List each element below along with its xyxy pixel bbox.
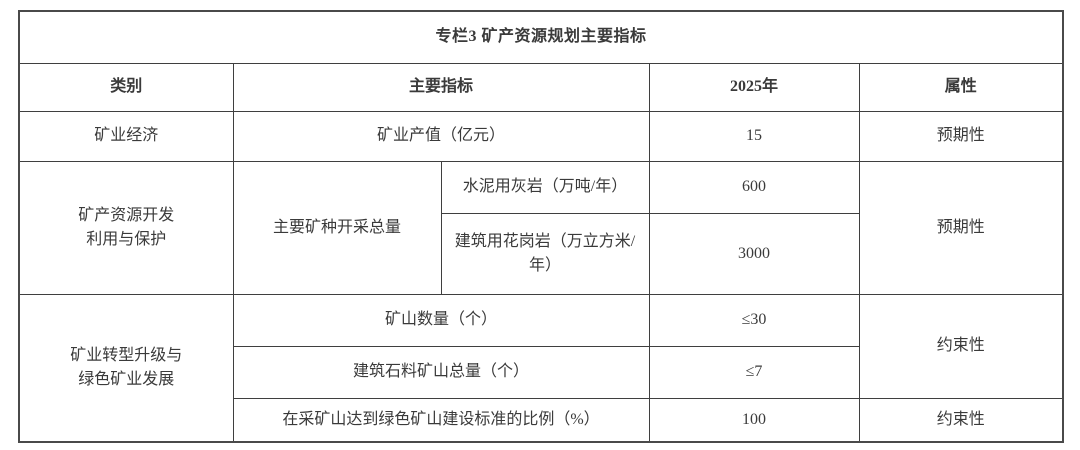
cell-attr-constraint-bottom: 约束性 bbox=[858, 397, 1064, 443]
cell-category-development-protection: 矿产资源开发 利用与保护 bbox=[18, 160, 234, 295]
cell-value-green-mine-ratio: 100 bbox=[648, 397, 860, 443]
cell-indicator-construction-granite: 建筑用花岗岩（万立方米/ 年） bbox=[440, 212, 650, 295]
header-indicator: 主要指标 bbox=[232, 62, 650, 112]
header-category: 类别 bbox=[18, 62, 234, 112]
cell-attr-constraint-top: 约束性 bbox=[858, 293, 1064, 399]
indicators-table: 专栏3 矿产资源规划主要指标 类别 主要指标 2025年 属性 矿业经济 矿业产… bbox=[18, 10, 1065, 443]
cell-indicator-green-mine-ratio: 在采矿山达到绿色矿山建设标准的比例（%） bbox=[232, 397, 650, 443]
title-row: 专栏3 矿产资源规划主要指标 bbox=[18, 10, 1064, 64]
cell-indicator-stone-mine-total: 建筑石料矿山总量（个） bbox=[232, 345, 650, 399]
cell-category-transformation-green: 矿业转型升级与 绿色矿业发展 bbox=[18, 293, 234, 443]
header-attribute: 属性 bbox=[858, 62, 1064, 112]
row-granite: 建筑用花岗岩（万立方米/ 年） 3000 bbox=[19, 212, 1063, 295]
row-limestone: 矿产资源开发 利用与保护 主要矿种开采总量 水泥用灰岩（万吨/年） 600 预期… bbox=[18, 160, 1064, 295]
row-mining-economy: 矿业经济 矿业产值（亿元） 15 预期性 bbox=[18, 110, 1064, 162]
row-stone-mine-total: 建筑石料矿山总量（个） ≤7 bbox=[19, 345, 1063, 399]
row-mine-count: 矿业转型升级与 绿色矿业发展 矿山数量（个） ≤30 约束性 bbox=[18, 293, 1064, 443]
row-green-mine-ratio: 在采矿山达到绿色矿山建设标准的比例（%） 100 约束性 bbox=[19, 397, 1064, 443]
cell-attr-mining-economy: 预期性 bbox=[858, 110, 1064, 162]
cell-indicator-group-extraction-total: 主要矿种开采总量 bbox=[232, 160, 442, 295]
header-row: 类别 主要指标 2025年 属性 bbox=[18, 62, 1064, 112]
cell-category-mining-economy: 矿业经济 bbox=[18, 110, 234, 162]
cell-value-construction-granite: 3000 bbox=[648, 212, 860, 295]
cell-indicator-mining-output: 矿业产值（亿元） bbox=[232, 110, 650, 162]
cell-value-stone-mine-total: ≤7 bbox=[648, 345, 860, 399]
cell-attr-development-protection: 预期性 bbox=[858, 160, 1064, 295]
cell-indicator-mine-count: 矿山数量（个） bbox=[232, 293, 650, 347]
table-title: 专栏3 矿产资源规划主要指标 bbox=[18, 10, 1064, 64]
header-year-2025: 2025年 bbox=[648, 62, 860, 112]
cell-indicator-cement-limestone: 水泥用灰岩（万吨/年） bbox=[440, 160, 650, 214]
cell-value-cement-limestone: 600 bbox=[648, 160, 860, 214]
cell-value-mine-count: ≤30 bbox=[648, 293, 860, 347]
cell-value-mining-output: 15 bbox=[648, 110, 860, 162]
